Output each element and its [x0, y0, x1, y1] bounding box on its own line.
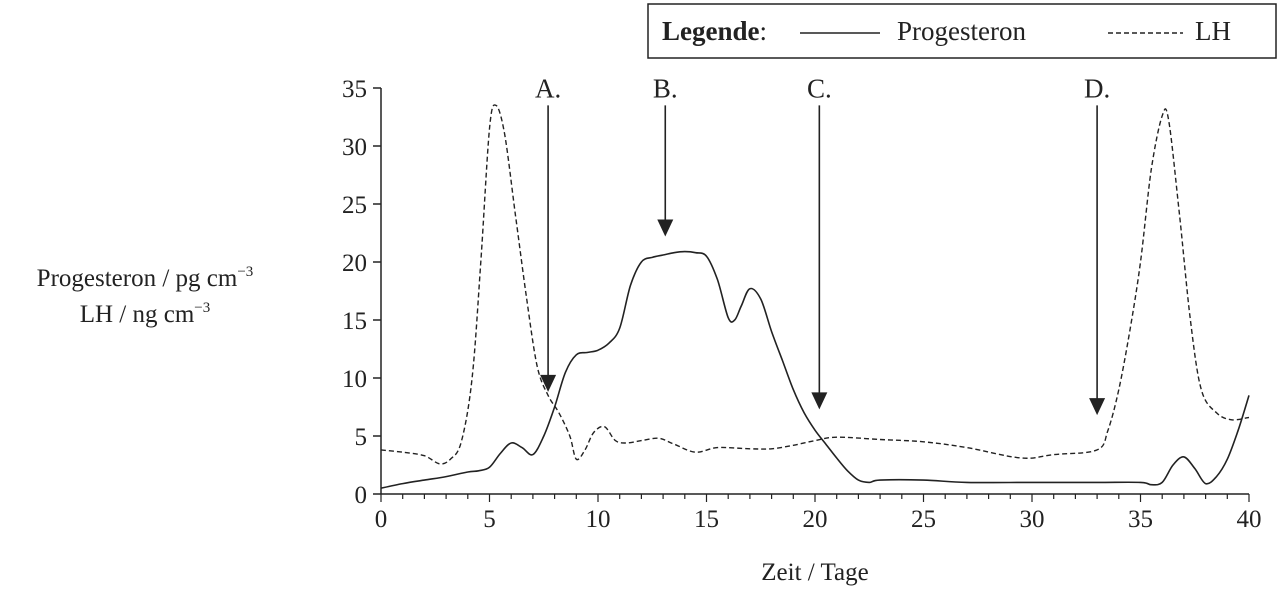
x-tick-label-25: 25 [911, 506, 936, 533]
series-line-progesteron [380, 250, 1250, 489]
legend-title: Legende: [662, 16, 767, 46]
legend: Legende: Progesteron LH [647, 3, 1277, 59]
y-tick-label-25: 25 [342, 192, 367, 219]
arrow-c-head [811, 392, 828, 410]
arrow-label-d: D. [1084, 73, 1110, 103]
y-tick-label-30: 30 [342, 134, 367, 161]
y-tick-label-0: 0 [355, 482, 368, 509]
x-tick-label-0: 0 [375, 506, 388, 533]
arrow-d-head [1089, 398, 1106, 416]
x-tick-label-40: 40 [1237, 506, 1262, 533]
x-tick-label-20: 20 [803, 506, 828, 533]
x-ticks: 0 5 10 15 20 25 30 35 40 [375, 494, 1262, 533]
y-tick-label-10: 10 [342, 366, 367, 393]
x-axis-title: Zeit / Tage [761, 559, 868, 586]
series-lines [380, 104, 1250, 489]
x-tick-label-10: 10 [586, 506, 611, 533]
y-axis-title-line-2-sup: −3 [194, 300, 210, 316]
y-tick-label-35: 35 [342, 76, 367, 103]
x-tick-label-35: 35 [1128, 506, 1153, 533]
y-axis-title-line-1-text: Progesteron / pg cm [37, 265, 238, 292]
legend-label-lh: LH [1195, 16, 1231, 46]
legend-label-progesteron: Progesteron [897, 16, 1026, 46]
arrow-b-head [657, 219, 674, 237]
x-tick-label-5: 5 [483, 506, 496, 533]
y-axis-title-line-1: Progesteron / pg cm−3 [37, 264, 254, 292]
annotation-arrows: A. B. C. D. [535, 73, 1110, 416]
y-axis-title-line-2-text: LH / ng cm [80, 301, 195, 328]
y-axis-title-line-2: LH / ng cm−3 [80, 300, 211, 328]
legend-title-colon: : [760, 16, 768, 46]
arrow-label-c: C. [807, 73, 832, 103]
x-tick-label-15: 15 [694, 506, 719, 533]
y-axis-title: Progesteron / pg cm−3 LH / ng cm−3 [37, 264, 254, 328]
legend-box [647, 3, 1277, 59]
y-axis-title-line-1-sup: −3 [237, 264, 253, 280]
y-tick-label-5: 5 [355, 424, 368, 451]
series-line-lh [380, 104, 1250, 465]
arrow-a-head [540, 374, 557, 392]
y-tick-label-20: 20 [342, 250, 367, 277]
arrow-label-b: B. [653, 73, 678, 103]
legend-title-text: Legende [662, 16, 760, 46]
y-tick-label-15: 15 [342, 308, 367, 335]
x-tick-label-30: 30 [1020, 506, 1045, 533]
arrow-label-a: A. [535, 73, 561, 103]
y-ticks: 0 5 10 15 20 25 30 35 [342, 76, 381, 509]
